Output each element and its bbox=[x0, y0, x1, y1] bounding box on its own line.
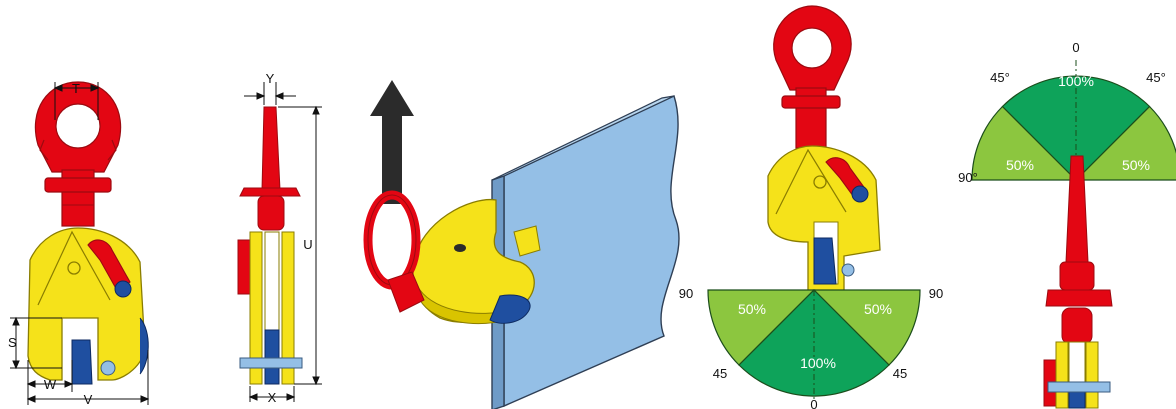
fan-zone-right bbox=[1074, 105, 1176, 181]
jaw-pad bbox=[71, 339, 93, 385]
fan-zone-center bbox=[738, 289, 890, 397]
dimension-lines bbox=[10, 82, 150, 405]
angle-label-bottom-right: 45 bbox=[893, 366, 907, 381]
fan-zone-left bbox=[971, 105, 1078, 181]
angle-label-top-right: 45° bbox=[1146, 70, 1166, 85]
fan-label-left: 50% bbox=[738, 301, 766, 317]
angle-label-left: 90° bbox=[958, 170, 978, 185]
side-plate-right bbox=[281, 231, 295, 385]
dim-label-y: Y bbox=[266, 71, 275, 86]
side-view-clamp: Y U X bbox=[237, 71, 322, 405]
upper-angle-fan: 100% 50% 50% 0 45° 45° 90° bbox=[958, 40, 1176, 185]
angle-label-right: 90 bbox=[929, 286, 943, 301]
lower-angle-fan: 50% 50% 100% 90 90 45 45 0 bbox=[679, 286, 943, 409]
side-shackle bbox=[261, 106, 281, 191]
lower-fan-clamp bbox=[767, 5, 881, 293]
cam-pivot bbox=[114, 280, 132, 298]
side-plate-left bbox=[249, 231, 263, 385]
fan-label-left: 50% bbox=[1006, 157, 1034, 173]
fan-zone-right bbox=[812, 289, 921, 366]
dim-label-s: S bbox=[8, 335, 17, 350]
angle-label-top: 0 bbox=[1072, 40, 1079, 55]
front-view-clamp: T S W V bbox=[8, 81, 150, 407]
fan-label-center: 100% bbox=[800, 355, 836, 371]
dim-label-w: W bbox=[44, 377, 57, 392]
side-pad bbox=[264, 329, 280, 385]
steel-plate-icon bbox=[503, 95, 680, 408]
dim-label-t: T bbox=[72, 81, 80, 96]
angle-label-top-left: 45° bbox=[990, 70, 1010, 85]
fan-label-right: 50% bbox=[864, 301, 892, 317]
angle-label-left: 90 bbox=[679, 286, 693, 301]
dim-label-v: V bbox=[84, 392, 93, 407]
shackle-hole bbox=[55, 103, 101, 149]
dim-label-u: U bbox=[303, 237, 312, 252]
fan-zone-left bbox=[707, 289, 816, 366]
lifting-scene bbox=[363, 80, 680, 409]
fan-label-right: 50% bbox=[1122, 157, 1150, 173]
upper-fan-clamp bbox=[1043, 155, 1113, 409]
dim-label-x: X bbox=[268, 390, 277, 405]
lifting-arrow-icon bbox=[370, 80, 414, 204]
angle-label-bottom: 0 bbox=[810, 397, 817, 409]
fan-label-center: 100% bbox=[1058, 73, 1094, 89]
angle-label-bottom-left: 45 bbox=[713, 366, 727, 381]
lifting-clamp-icon bbox=[363, 190, 541, 324]
